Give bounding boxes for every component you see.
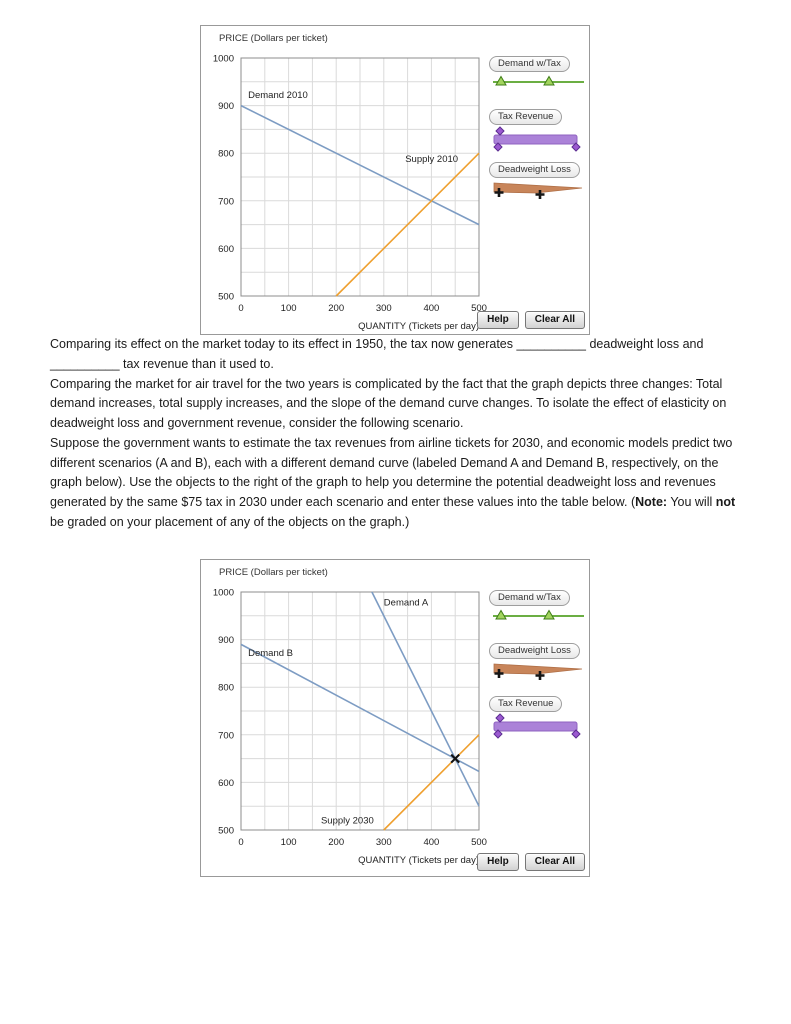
svg-text:500: 500 xyxy=(218,825,234,836)
x-marker[interactable] xyxy=(450,753,460,763)
legend-label-deadweight: Deadweight Loss xyxy=(489,162,580,178)
scenario-text-1: Suppose the government wants to estimate… xyxy=(50,435,733,509)
scenario-text-2: You will xyxy=(667,495,716,509)
help-button[interactable]: Help xyxy=(477,311,519,329)
svg-text:500: 500 xyxy=(471,837,487,848)
svg-text:700: 700 xyxy=(218,196,234,207)
clear-all-button[interactable]: Clear All xyxy=(524,852,585,871)
gridlines xyxy=(240,591,480,830)
legend-tools-2030: Demand w/Tax Deadweight Loss Tax Revenue xyxy=(489,587,589,746)
legend-item-demand_tax[interactable]: Demand w/Tax xyxy=(489,587,589,640)
svg-text:500: 500 xyxy=(218,292,234,303)
demand-with-tax-line-object[interactable] xyxy=(491,607,586,623)
graph-panel-2010: PRICE (Dollars per ticket) 500 600 700 800 9… xyxy=(200,25,590,335)
svg-text:100: 100 xyxy=(281,303,297,314)
panel-buttons: Help Clear All xyxy=(477,852,585,871)
series-line[interactable] xyxy=(240,104,480,226)
svg-text:600: 600 xyxy=(218,777,234,788)
chart-svg[interactable]: 500 600 700 800 900 1000 0 100 200 300 400 500 QUANT… xyxy=(201,580,491,872)
series-label: Demand A xyxy=(384,597,429,608)
demand_tax-graphic[interactable] xyxy=(491,73,589,94)
axis-tick-labels: 500 600 700 800 900 1000 0 100 200 300 400 500 xyxy=(213,587,487,848)
series-label: Demand B xyxy=(248,647,293,658)
series-line[interactable] xyxy=(371,591,480,807)
note-label: Note: xyxy=(635,495,668,509)
series-line[interactable] xyxy=(240,643,480,772)
svg-text:400: 400 xyxy=(423,303,439,314)
svg-text:400: 400 xyxy=(423,837,439,848)
legend-item-tax_revenue[interactable]: Tax Revenue xyxy=(489,106,589,159)
svg-text:800: 800 xyxy=(218,149,234,160)
svg-text:900: 900 xyxy=(218,635,234,646)
tax-revenue-bar-object[interactable] xyxy=(491,712,586,739)
legend-label-tax_revenue: Tax Revenue xyxy=(489,695,563,712)
deadweight-graphic[interactable] xyxy=(491,660,589,687)
svg-text:800: 800 xyxy=(218,682,234,693)
tax_revenue-graphic[interactable] xyxy=(491,712,589,744)
scenario-text-3: be graded on your placement of any of th… xyxy=(50,514,410,529)
svg-text:1000: 1000 xyxy=(213,587,234,598)
legend-tools-2010: Demand w/Tax Tax Revenue Deadweight Loss xyxy=(489,53,589,212)
plot-border xyxy=(240,57,480,297)
series-line[interactable] xyxy=(335,152,480,297)
legend-item-demand_tax[interactable]: Demand w/Tax xyxy=(489,53,589,106)
explanation-paragraph: Comparing the market for air travel for … xyxy=(50,376,727,431)
axis-tick-labels: 500 600 700 800 900 1000 0 100 200 300 400 500 xyxy=(213,54,487,315)
legend-item-tax_revenue[interactable]: Tax Revenue xyxy=(489,693,589,746)
scenario-paragraph: Suppose the government wants to estimate… xyxy=(50,434,745,533)
legend-label-deadweight: Deadweight Loss xyxy=(489,642,580,659)
deadweight-loss-shape-object[interactable] xyxy=(491,179,586,201)
chart-svg[interactable]: 500 600 700 800 900 1000 0 100 200 300 400 500 QUANT… xyxy=(201,46,491,335)
svg-text:300: 300 xyxy=(376,303,392,314)
series-label: Supply 2030 xyxy=(321,815,374,826)
svg-text:200: 200 xyxy=(328,837,344,848)
svg-text:200: 200 xyxy=(328,303,344,314)
plot-border xyxy=(240,591,480,830)
demand_tax-graphic[interactable] xyxy=(491,607,589,628)
legend-label-demand_tax: Demand w/Tax xyxy=(489,56,570,72)
tax-revenue-bar-object[interactable] xyxy=(491,126,586,152)
quantity-axis-title: QUANTITY (Tickets per day) xyxy=(358,855,479,866)
not-emphasis: not xyxy=(715,495,736,509)
svg-text:600: 600 xyxy=(218,244,234,255)
deadweight-graphic[interactable] xyxy=(491,179,589,206)
svg-text:500: 500 xyxy=(471,303,487,314)
price-axis-title: PRICE (Dollars per ticket) xyxy=(219,566,328,578)
svg-text:100: 100 xyxy=(281,837,297,848)
legend-label-demand_tax: Demand w/Tax xyxy=(489,589,570,606)
legend-item-deadweight[interactable]: Deadweight Loss xyxy=(489,640,589,693)
svg-text:900: 900 xyxy=(218,101,234,112)
series-label: Demand 2010 xyxy=(248,90,308,101)
chart-plot-2030[interactable]: 500 600 700 800 900 1000 0 100 200 300 400 500 QUANT… xyxy=(201,580,491,876)
graph-panel-2030: PRICE (Dollars per ticket) 500 600 700 800 9… xyxy=(200,558,590,877)
price-axis-title: PRICE (Dollars per ticket) xyxy=(219,33,328,44)
svg-text:700: 700 xyxy=(218,730,234,741)
svg-text:300: 300 xyxy=(376,837,392,848)
tax_revenue-graphic[interactable] xyxy=(491,126,589,157)
series-line[interactable] xyxy=(383,733,480,831)
help-button[interactable]: Help xyxy=(477,852,519,871)
legend-label-tax_revenue: Tax Revenue xyxy=(489,109,563,125)
svg-text:0: 0 xyxy=(238,303,243,314)
legend-item-deadweight[interactable]: Deadweight Loss xyxy=(489,159,589,212)
deadweight-loss-shape-object[interactable] xyxy=(491,660,586,682)
svg-text:0: 0 xyxy=(238,837,243,848)
clear-all-button[interactable]: Clear All xyxy=(524,311,585,329)
svg-text:1000: 1000 xyxy=(213,54,234,65)
demand-with-tax-line-object[interactable] xyxy=(491,73,586,89)
quantity-axis-title: QUANTITY (Tickets per day) xyxy=(358,321,479,332)
panel-buttons: Help Clear All xyxy=(477,311,585,329)
fill-in-question: Comparing its effect on the market today… xyxy=(50,337,704,371)
series-label: Supply 2010 xyxy=(405,154,458,165)
chart-plot-2010[interactable]: 500 600 700 800 900 1000 0 100 200 300 400 500 QUANT… xyxy=(201,46,491,335)
